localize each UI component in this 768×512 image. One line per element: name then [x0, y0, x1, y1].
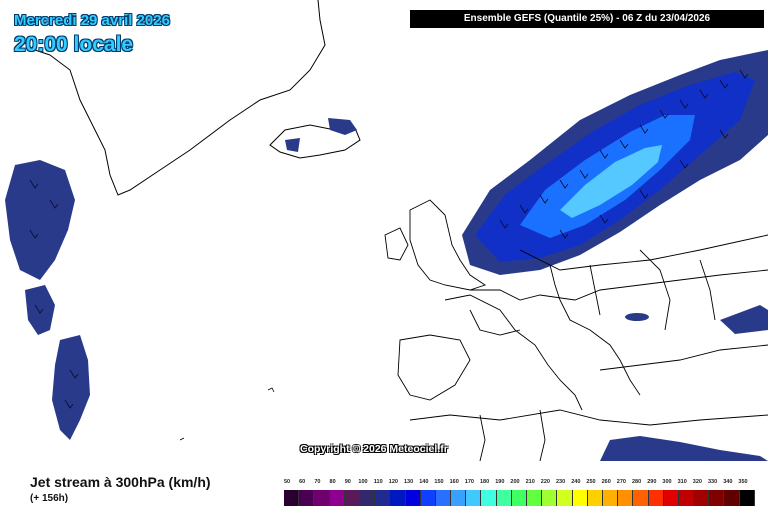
legend-swatch	[633, 490, 649, 506]
legend-value: 160	[449, 479, 459, 485]
legend-value: 330	[708, 479, 718, 485]
jet-stream-atlantic-north	[5, 160, 75, 280]
legend-swatch	[602, 490, 619, 506]
legend-value: 320	[692, 479, 702, 485]
legend-value: 270	[616, 479, 626, 485]
legend-value: 100	[358, 479, 368, 485]
legend-value: 340	[723, 479, 733, 485]
legend-swatch	[359, 490, 376, 506]
legend-value: 170	[464, 479, 474, 485]
legend-swatch	[329, 490, 345, 506]
legend-swatch	[572, 490, 588, 506]
legend-swatch	[511, 490, 527, 506]
legend-value: 280	[632, 479, 642, 485]
legend-value: 210	[525, 479, 535, 485]
model-run-banner: Ensemble GEFS (Quantile 25%) - 06 Z du 2…	[410, 10, 764, 28]
legend-swatch	[618, 490, 634, 506]
legend-swatch	[390, 490, 406, 506]
legend-swatch	[496, 490, 512, 506]
forecast-date: Mercredi 29 avril 2026	[14, 12, 170, 29]
legend-swatch	[344, 490, 360, 506]
legend-value: 230	[556, 479, 566, 485]
copyright-notice: Copyright © 2026 Meteociel.fr	[300, 443, 448, 455]
legend-swatch	[405, 490, 421, 506]
legend-value: 130	[404, 479, 414, 485]
jet-stream-core	[560, 145, 662, 218]
legend-swatch	[724, 490, 740, 506]
legend-swatch	[314, 490, 330, 506]
legend-value: 300	[662, 479, 672, 485]
europe-borders	[384, 199, 768, 462]
color-scale	[284, 490, 755, 506]
legend-swatch	[739, 490, 755, 506]
legend-value: 260	[601, 479, 611, 485]
legend-value: 90	[344, 479, 351, 485]
legend-swatch	[587, 490, 603, 506]
legend-swatch	[466, 490, 482, 506]
legend-value: 80	[329, 479, 336, 485]
legend-value: 190	[495, 479, 505, 485]
legend-swatch	[299, 490, 315, 506]
legend-value: 290	[647, 479, 657, 485]
greenland-coastline	[49, 0, 326, 196]
wind-barbs	[29, 69, 749, 409]
jet-stream-north-africa	[600, 436, 768, 461]
legend-swatch	[678, 490, 695, 506]
legend-swatch	[284, 490, 300, 506]
legend-value: 70	[314, 479, 321, 485]
color-scale-labels: 50 60 70 80 90 100 110 120 130 140 150 160 170 180 190…	[280, 479, 760, 489]
legend-value: 150	[434, 479, 444, 485]
jet-stream-atlantic-south	[52, 335, 90, 440]
legend-swatch	[375, 490, 391, 506]
lead-time-label: (+ 156h)	[30, 493, 69, 504]
legend-swatch	[527, 490, 543, 506]
legend-swatch	[420, 490, 436, 506]
legend-swatch	[648, 490, 664, 506]
legend-swatch	[694, 490, 710, 506]
legend-swatch	[481, 490, 497, 506]
legend-swatch	[435, 490, 452, 506]
legend-swatch	[557, 490, 573, 506]
legend-value: 50	[283, 479, 291, 485]
legend-value: 140	[419, 479, 429, 485]
forecast-time: 20:00 locale	[14, 33, 134, 56]
legend-value: 120	[388, 479, 398, 485]
parameter-title: Jet stream à 300hPa (km/h)	[30, 474, 211, 490]
legend-swatch	[451, 490, 467, 506]
legend-value: 200	[510, 479, 520, 485]
legend-swatch	[709, 490, 725, 506]
legend-swatch	[663, 490, 679, 506]
jet-stream-atlantic-mid	[25, 285, 55, 335]
legend-value: 350	[738, 479, 748, 485]
legend-value: 250	[586, 479, 596, 485]
legend-value: 110	[373, 479, 383, 485]
legend-value: 310	[677, 479, 687, 485]
legend-value: 220	[540, 479, 550, 485]
legend-swatch	[542, 490, 558, 506]
legend-value: 180	[480, 479, 490, 485]
legend-value: 60	[299, 479, 306, 485]
legend-value: 240	[571, 479, 581, 485]
